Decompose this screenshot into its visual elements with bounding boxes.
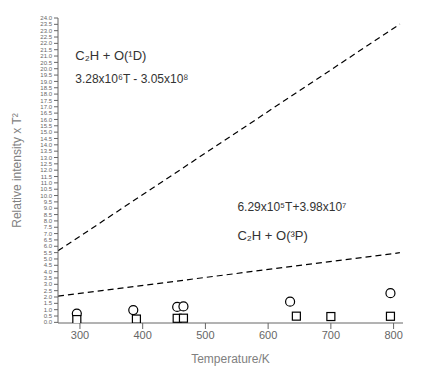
svg-text:600: 600 [259, 329, 277, 341]
svg-text:6.5: 6.5 [44, 237, 53, 243]
svg-text:19.0: 19.0 [40, 79, 52, 85]
html-text:6.29x10⁵T+3.98x10⁷: 6.29x10⁵T+3.98x10⁷ [237, 200, 347, 215]
svg-text:13.5: 13.5 [40, 148, 52, 154]
svg-text:9.0: 9.0 [44, 205, 53, 211]
svg-text:21.5: 21.5 [40, 47, 52, 53]
svg-text:24.0: 24.0 [40, 15, 52, 21]
svg-text:7.5: 7.5 [44, 224, 53, 230]
svg-text:23.0: 23.0 [40, 28, 52, 34]
svg-text:13.0: 13.0 [40, 155, 52, 161]
svg-text:0.5: 0.5 [44, 313, 53, 319]
svg-text:22.0: 22.0 [40, 40, 52, 46]
svg-text:19.5: 19.5 [40, 72, 52, 78]
svg-text:21.0: 21.0 [40, 53, 52, 59]
svg-text:500: 500 [196, 329, 214, 341]
svg-text:800: 800 [384, 329, 402, 341]
svg-text:11.5: 11.5 [41, 174, 53, 180]
html-text:C₂H + O(¹D): C₂H + O(¹D) [75, 47, 147, 63]
svg-text:2.0: 2.0 [44, 294, 53, 300]
svg-text:Temperature/K: Temperature/K [191, 352, 270, 366]
svg-text:0.0: 0.0 [44, 319, 53, 325]
svg-text:9.5: 9.5 [44, 199, 53, 205]
svg-text:1.0: 1.0 [44, 307, 53, 313]
svg-text:16.5: 16.5 [40, 110, 52, 116]
svg-text:12.0: 12.0 [40, 167, 52, 173]
svg-text:20.5: 20.5 [40, 60, 52, 66]
svg-text:8.0: 8.0 [44, 218, 53, 224]
svg-text:22.5: 22.5 [40, 34, 52, 40]
svg-text:20.0: 20.0 [40, 66, 52, 72]
svg-text:7.0: 7.0 [44, 231, 53, 237]
svg-text:10.5: 10.5 [40, 186, 52, 192]
svg-text:15.0: 15.0 [40, 129, 52, 135]
svg-text:3.0: 3.0 [44, 281, 53, 287]
svg-text:3.5: 3.5 [44, 275, 53, 281]
svg-text:16.0: 16.0 [40, 117, 52, 123]
svg-text:4.0: 4.0 [44, 269, 53, 275]
svg-text:2.5: 2.5 [44, 288, 53, 294]
svg-text:11.0: 11.0 [41, 180, 53, 186]
svg-text:4.5: 4.5 [44, 262, 53, 268]
svg-text:400: 400 [134, 329, 152, 341]
svg-text:14.5: 14.5 [40, 136, 52, 142]
svg-text:700: 700 [322, 329, 340, 341]
svg-text:Relative intensity x T²: Relative intensity x T² [10, 113, 24, 228]
svg-text:8.5: 8.5 [44, 212, 53, 218]
html-text:C₂H + O(³P): C₂H + O(³P) [237, 227, 308, 242]
svg-text:5.5: 5.5 [44, 250, 53, 256]
svg-text:15.5: 15.5 [40, 123, 52, 129]
html-text:3.28x10⁶T - 3.05x10⁸: 3.28x10⁶T - 3.05x10⁸ [75, 72, 189, 86]
svg-text:17.0: 17.0 [40, 104, 52, 110]
svg-text:18.0: 18.0 [40, 91, 52, 97]
svg-text:1.5: 1.5 [44, 300, 53, 306]
svg-text:12.5: 12.5 [40, 161, 52, 167]
svg-text:300: 300 [71, 329, 89, 341]
svg-text:5.0: 5.0 [44, 256, 53, 262]
svg-text:6.0: 6.0 [44, 243, 53, 249]
svg-text:10.0: 10.0 [40, 193, 52, 199]
svg-text:18.5: 18.5 [40, 85, 52, 91]
svg-text:23.5: 23.5 [40, 21, 52, 27]
svg-text:17.5: 17.5 [40, 98, 52, 104]
svg-text:14.0: 14.0 [40, 142, 52, 148]
